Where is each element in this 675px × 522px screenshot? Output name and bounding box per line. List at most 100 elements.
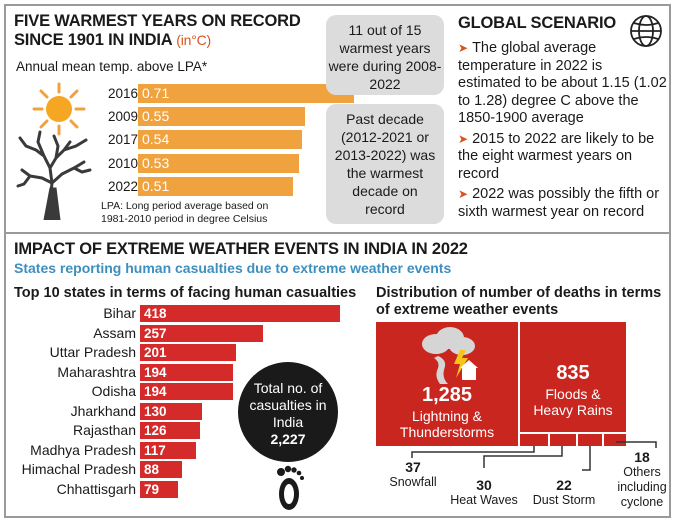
- lightning-label: Lightning & Thunderstorms: [376, 408, 518, 440]
- state-bar-label: 418: [144, 306, 167, 322]
- dust-storm-value: 22: [556, 477, 572, 493]
- warmest-bar-year: 2016: [107, 86, 138, 102]
- state-bar: 117: [140, 441, 196, 459]
- states-title: Top 10 states in terms of facing human c…: [14, 285, 357, 301]
- dust-storm-block: [578, 434, 602, 446]
- callout-warmest-years-text: 11 out of 15 warmest years were during 2…: [328, 22, 442, 92]
- state-bar-row: Jharkhand 130: [4, 402, 340, 422]
- lightning-label1: Lightning &: [411, 408, 483, 424]
- others-label3: cyclone: [620, 495, 664, 509]
- total-line3: India: [272, 414, 304, 430]
- state-bar: 88: [140, 461, 182, 479]
- state-bar-label: 79: [144, 481, 160, 497]
- state-bar-row: Himachal Pradesh 88: [4, 460, 340, 480]
- state-name: Bihar: [103, 305, 136, 322]
- callout-warmest-years: 11 out of 15 warmest years were during 2…: [326, 15, 444, 95]
- warmest-bar: 0.53: [138, 153, 299, 173]
- state-bar-row: Uttar Pradesh 201: [4, 343, 340, 363]
- lightning-label2: Thunderstorms: [399, 424, 495, 440]
- state-bar-label: 201: [144, 345, 167, 361]
- state-name: Madhya Pradesh: [30, 441, 136, 458]
- others-value: 18: [634, 449, 650, 465]
- warmest-unit: (in°C): [176, 32, 212, 48]
- state-bar-label: 194: [144, 364, 167, 380]
- warmest-bar-label: 0.71: [142, 85, 170, 102]
- others-block: [604, 434, 626, 446]
- state-bar-label: 126: [144, 423, 167, 439]
- warmest-bar-row: 2022 0.51: [98, 175, 354, 198]
- warmest-bar: 0.55: [138, 107, 305, 127]
- state-bar-row: Maharashtra 194: [4, 363, 340, 383]
- warmest-title: FIVE WARMEST YEARS ON RECORD SINCE 1901 …: [14, 12, 301, 50]
- heat-waves-block: [550, 434, 576, 446]
- warmest-title-line1: FIVE WARMEST YEARS ON RECORD: [14, 12, 301, 30]
- global-point: ➤ 2022 was possibly the fifth or sixth wa…: [458, 186, 660, 220]
- warmest-bar-year: 2022: [107, 178, 138, 194]
- state-bar-label: 117: [144, 442, 166, 458]
- state-name: Jharkhand: [70, 402, 136, 419]
- dead-tree-icon: [16, 130, 92, 220]
- arrow-icon: ➤: [458, 41, 469, 55]
- footprint-icon: [277, 465, 304, 510]
- state-bar-row: Bihar 418: [4, 304, 340, 324]
- impact-title: IMPACT OF EXTREME WEATHER EVENTS IN INDI…: [14, 240, 468, 258]
- state-bar-label: 194: [144, 384, 167, 400]
- warmest-bar-label: 0.51: [142, 177, 170, 194]
- state-bar: 201: [140, 344, 236, 362]
- warmest-bar-row: 2017 0.54: [98, 128, 354, 151]
- heat-waves-value: 30: [476, 477, 492, 493]
- warmest-bar-year: 2010: [107, 155, 138, 171]
- snowfall-label: Snowfall: [389, 475, 437, 489]
- warmest-bar-year: 2017: [107, 132, 138, 148]
- floods-label1: Floods &: [545, 386, 601, 402]
- state-bar: 257: [140, 324, 263, 342]
- globe-icon: [630, 15, 662, 47]
- warmest-bar-row: 2010 0.53: [98, 152, 354, 175]
- lightning-block: 1,285 Lightning & Thunderstorms: [376, 322, 518, 446]
- global-point: ➤ 2015 to 2022 are likely to be the eight…: [458, 130, 655, 182]
- dust-storm-legend: 22 Dust Storm: [528, 478, 600, 508]
- section-divider: [6, 232, 669, 234]
- state-bar-row: Rajasthan 126: [4, 421, 340, 441]
- impact-subtitle: States reporting human casualties due to…: [14, 260, 452, 276]
- total-value: 2,227: [270, 431, 306, 447]
- lightning-value: 1,285: [421, 384, 473, 406]
- state-bar: 126: [140, 422, 200, 440]
- floods-block: 835 Floods & Heavy Rains: [520, 322, 626, 432]
- snowfall-block: [520, 434, 548, 446]
- state-bar-row: Chhattisgarh 79: [4, 480, 340, 500]
- floods-label2: Heavy Rains: [533, 402, 613, 418]
- warmest-bar-label: 0.55: [142, 108, 170, 125]
- state-name: Odisha: [91, 383, 136, 400]
- global-points: ➤ The global average temperature in 2022 …: [458, 40, 668, 221]
- states-bar-chart: Bihar 418 Assam 257 Uttar Pradesh 201 Maharash…: [4, 304, 340, 499]
- state-bar-label: 88: [144, 462, 160, 478]
- snowfall-value: 37: [405, 459, 421, 475]
- snowfall-legend: 37 Snowfall: [388, 460, 438, 490]
- total-casualties-circle: Total no. of casualties in India 2,227: [238, 362, 338, 462]
- state-bar: 194: [140, 363, 233, 381]
- leader-lines: [411, 441, 657, 471]
- state-name: Uttar Pradesh: [49, 344, 136, 361]
- heat-waves-legend: 30 Heat Waves: [446, 478, 522, 508]
- global-point: ➤ The global average temperature in 2022 …: [458, 40, 667, 126]
- infographic-frame: [4, 4, 671, 518]
- others-legend: 18 Others including cyclone: [614, 450, 670, 510]
- warmest-bar: 0.71: [138, 84, 354, 104]
- warmest-subtitle: Annual mean temp. above LPA*: [16, 59, 208, 74]
- state-name: Himachal Pradesh: [21, 461, 136, 478]
- state-name: Assam: [93, 324, 136, 341]
- global-title: GLOBAL SCENARIO: [458, 14, 617, 32]
- callout-past-decade: Past decade (2012-2021 or 2013-2022) was…: [326, 104, 444, 224]
- heat-waves-label: Heat Waves: [450, 493, 518, 507]
- state-name: Chhattisgarh: [56, 480, 136, 497]
- floods-value: 835: [556, 362, 590, 384]
- warmest-bar-row: 2016 0.71: [98, 82, 354, 105]
- arrow-icon: ➤: [458, 131, 469, 146]
- state-name: Rajasthan: [72, 422, 136, 439]
- warmest-bar-label: 0.53: [142, 154, 170, 171]
- deaths-title-line1: Distribution of number of deaths in term…: [376, 285, 662, 301]
- warmest-bar-chart: 2016 0.71 2009 0.55 2017 0.54 2010 0.53 2022 0.51: [98, 82, 354, 198]
- warmest-title-line2: SINCE 1901 IN INDIA: [14, 31, 172, 49]
- total-line2: casualties in: [249, 397, 327, 413]
